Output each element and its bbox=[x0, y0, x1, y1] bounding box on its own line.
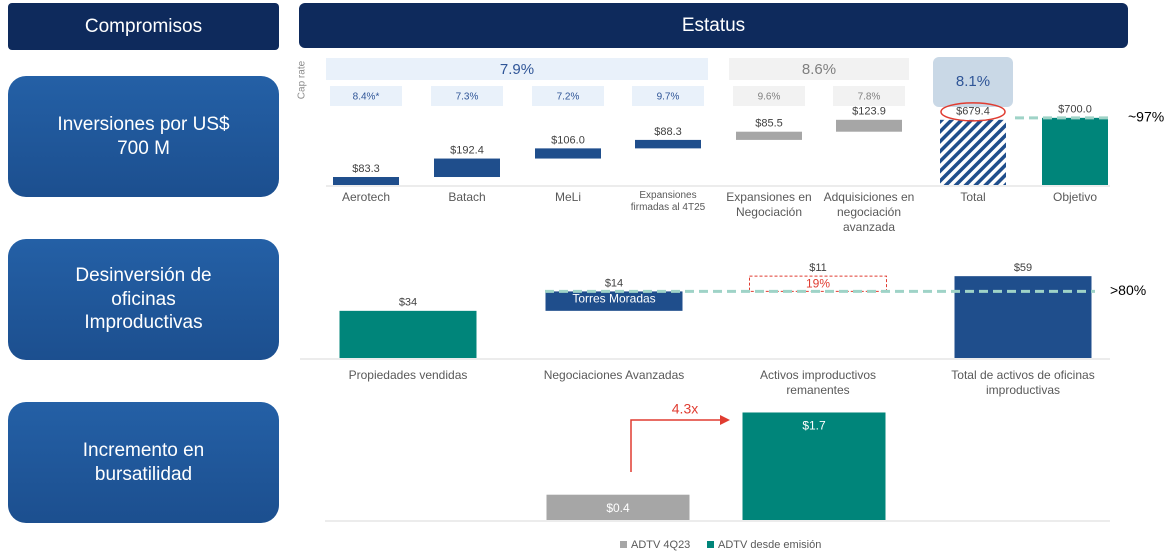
bar bbox=[836, 119, 902, 132]
value-label: $83.3 bbox=[352, 163, 380, 175]
value-label: $700.0 bbox=[1058, 104, 1092, 116]
cap-rate-box bbox=[431, 86, 503, 106]
bar bbox=[546, 494, 690, 520]
reference-label: >80% bbox=[1110, 282, 1146, 298]
bar bbox=[736, 131, 802, 140]
bar bbox=[954, 276, 1092, 358]
value-label: $88.3 bbox=[654, 126, 682, 138]
x-tick-label: Total bbox=[960, 190, 986, 204]
arrow-head bbox=[720, 415, 730, 425]
cap-rate-label: 7.2% bbox=[557, 92, 580, 103]
row-label: Inversiones por US$ 700 M bbox=[57, 113, 230, 159]
header-left: Compromisos bbox=[8, 3, 279, 50]
legend-label: ADTV desde emisión bbox=[718, 539, 821, 551]
value-label: $679.4 bbox=[956, 106, 990, 118]
x-tick-label: Total de activos de oficinas improductiv… bbox=[951, 368, 1095, 397]
growth-arrow bbox=[630, 419, 722, 472]
x-tick-label: Propiedades vendidas bbox=[348, 368, 468, 382]
x-tick-label: Aerotech bbox=[341, 190, 391, 204]
x-tick-label: Expansiones firmadas al 4T25 bbox=[630, 190, 706, 213]
bar bbox=[1042, 117, 1108, 185]
x-tick-label: Objetivo bbox=[1052, 190, 1098, 204]
bar bbox=[545, 291, 683, 311]
cap-rate-group-box bbox=[326, 58, 708, 80]
cap-rate-label: 7.3% bbox=[456, 92, 479, 103]
inner-label: 19% bbox=[806, 276, 830, 290]
cap-rate-label: 7.8% bbox=[858, 92, 881, 103]
cap-rate-group-label: 8.1% bbox=[956, 73, 990, 90]
cap-rate-box bbox=[733, 86, 805, 106]
x-tick-label: Negociaciones Avanzadas bbox=[543, 368, 685, 382]
reference-label: ~97% bbox=[1128, 109, 1164, 125]
highlight-ellipse bbox=[940, 102, 1006, 122]
value-label: $34 bbox=[399, 297, 417, 309]
value-label: $192.4 bbox=[450, 144, 484, 156]
x-tick-label: Batach bbox=[448, 190, 486, 204]
row-box: Incremento en bursatilidad bbox=[8, 402, 279, 523]
cap-rate-box bbox=[833, 86, 905, 106]
cap-rate-box bbox=[532, 86, 604, 106]
cap-rate-title: Cap rate bbox=[297, 60, 308, 99]
value-label: $11 bbox=[809, 262, 827, 274]
x-tick-label: Adquisiciones en negociación avanzada bbox=[823, 190, 915, 234]
cap-rate-group-box bbox=[729, 58, 909, 80]
row-label: Desinversión de oficinas Improductivas bbox=[75, 264, 212, 334]
cap-rate-label: 9.7% bbox=[657, 92, 680, 103]
bar bbox=[535, 148, 601, 159]
legend-label: ADTV 4Q23 bbox=[631, 539, 690, 551]
x-tick-label: Expansiones en Negociación bbox=[726, 190, 812, 219]
value-label: $85.5 bbox=[755, 118, 783, 130]
value-label: $1.7 bbox=[802, 419, 826, 433]
bar bbox=[940, 119, 1006, 185]
cap-rate-label: 8.4%* bbox=[353, 92, 380, 103]
row-box: Desinversión de oficinas Improductivas bbox=[8, 239, 279, 360]
value-label: $14 bbox=[605, 277, 623, 289]
legend-swatch bbox=[620, 541, 627, 548]
cap-rate-label: 9.6% bbox=[758, 92, 781, 103]
bar bbox=[434, 158, 500, 178]
cap-rate-group-box bbox=[933, 57, 1013, 107]
x-tick-label: MeLi bbox=[554, 190, 581, 204]
bar bbox=[635, 139, 701, 149]
header-right: Estatus bbox=[299, 3, 1128, 48]
row-box: Inversiones por US$ 700 M bbox=[8, 76, 279, 197]
growth-annotation: 4.3x bbox=[672, 401, 698, 417]
bar bbox=[742, 412, 886, 520]
value-label: $59 bbox=[1014, 262, 1032, 274]
bar bbox=[339, 310, 477, 358]
bar bbox=[333, 177, 399, 185]
value-label: $106.0 bbox=[551, 134, 585, 146]
value-label: $0.4 bbox=[606, 501, 630, 515]
cap-rate-box bbox=[632, 86, 704, 106]
legend-swatch bbox=[707, 541, 714, 548]
cap-rate-box bbox=[330, 86, 402, 106]
x-tick-label: Activos improductivos remanentes bbox=[759, 368, 877, 397]
cap-rate-group-label: 7.9% bbox=[500, 61, 534, 78]
row-label: Incremento en bursatilidad bbox=[82, 439, 205, 485]
inner-label: Torres Moradas bbox=[572, 292, 655, 306]
cap-rate-group-label: 8.6% bbox=[802, 61, 836, 78]
value-label: $123.9 bbox=[852, 106, 886, 118]
